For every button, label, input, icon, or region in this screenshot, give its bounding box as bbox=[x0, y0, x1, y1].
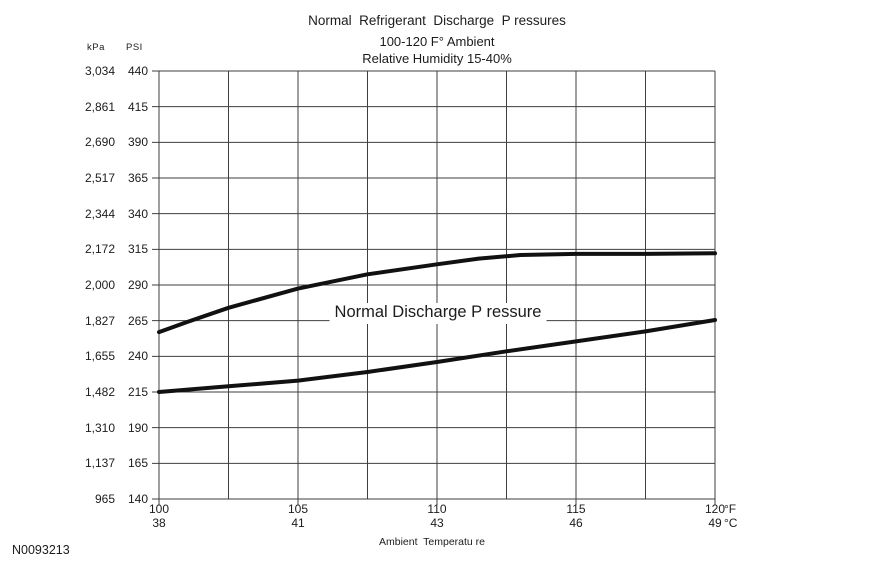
y-tick-label-kpa: 1,482 bbox=[84, 385, 115, 399]
y-tick-label-kpa: 3,034 bbox=[84, 64, 115, 78]
y-tick-label-kpa: 2,690 bbox=[84, 135, 115, 150]
y-tick-label-kpa: 2,344 bbox=[84, 206, 115, 221]
y-tick-label-kpa: 1,137 bbox=[84, 456, 115, 471]
x-tick-label-fahrenheit: 110 bbox=[427, 502, 447, 516]
x-axis-unit-fahrenheit: °F bbox=[724, 502, 737, 516]
y-tick-label-kpa: 965 bbox=[94, 492, 115, 506]
curve-annotation-label: Normal Discharge P ressure bbox=[329, 303, 547, 324]
y-tick-label-psi: 265 bbox=[127, 313, 148, 328]
y-tick-label-kpa: 2,000 bbox=[84, 278, 115, 292]
y-tick-label-kpa: 1,655 bbox=[84, 349, 115, 364]
y-tick-label-psi: 415 bbox=[127, 99, 148, 114]
chart-title: Normal Refrigerant Discharge P ressures bbox=[308, 13, 566, 28]
y-tick-label-psi: 315 bbox=[127, 242, 148, 257]
y-tick-label-psi: 290 bbox=[127, 278, 148, 292]
y-tick-label-kpa: 1,827 bbox=[84, 313, 115, 328]
x-tick-label-celsius: 43 bbox=[430, 516, 444, 530]
y-tick-label-psi: 215 bbox=[127, 385, 148, 399]
chart-subtitle-ambient: 100-120 F° Ambient bbox=[379, 34, 495, 49]
y-tick-label-kpa: 1,310 bbox=[84, 420, 115, 435]
x-tick-label-fahrenheit: 100 bbox=[148, 502, 170, 516]
y-tick-label-psi: 340 bbox=[127, 206, 148, 221]
x-tick-label-celsius: 49 bbox=[708, 516, 722, 530]
x-tick-label-fahrenheit: 115 bbox=[566, 502, 586, 516]
lower-normal-discharge-pressure-limit-curve bbox=[157, 318, 717, 394]
y-tick-label-kpa: 2,172 bbox=[84, 242, 115, 257]
y-axis-unit-kpa: kPa bbox=[87, 42, 105, 53]
y-tick-label-psi: 440 bbox=[127, 64, 148, 78]
y-tick-label-psi: 140 bbox=[127, 492, 148, 506]
figure-number: N0093213 bbox=[12, 543, 70, 557]
upper-normal-discharge-pressure-limit-curve bbox=[157, 251, 717, 335]
chart-subtitle-humidity: Relative Humidity 15-40% bbox=[362, 51, 512, 66]
y-tick-label-psi: 390 bbox=[127, 135, 148, 150]
x-tick-label-celsius: 38 bbox=[152, 516, 166, 530]
x-axis-title: Ambient Temperatu re bbox=[378, 536, 486, 548]
x-tick-label-celsius: 41 bbox=[291, 516, 305, 530]
x-tick-label-fahrenheit: 105 bbox=[287, 502, 309, 516]
y-tick-label-psi: 365 bbox=[127, 171, 148, 185]
y-tick-label-kpa: 2,861 bbox=[84, 99, 115, 114]
y-axis-unit-psi: PSI bbox=[126, 42, 143, 53]
x-tick-label-celsius: 46 bbox=[569, 516, 583, 530]
y-tick-label-psi: 240 bbox=[127, 349, 148, 364]
y-tick-label-kpa: 2,517 bbox=[84, 171, 115, 185]
y-tick-label-psi: 190 bbox=[127, 420, 148, 435]
x-tick-label-fahrenheit: 120 bbox=[704, 502, 726, 516]
x-axis-unit-celsius: °C bbox=[724, 516, 738, 530]
y-tick-label-psi: 165 bbox=[127, 456, 148, 471]
